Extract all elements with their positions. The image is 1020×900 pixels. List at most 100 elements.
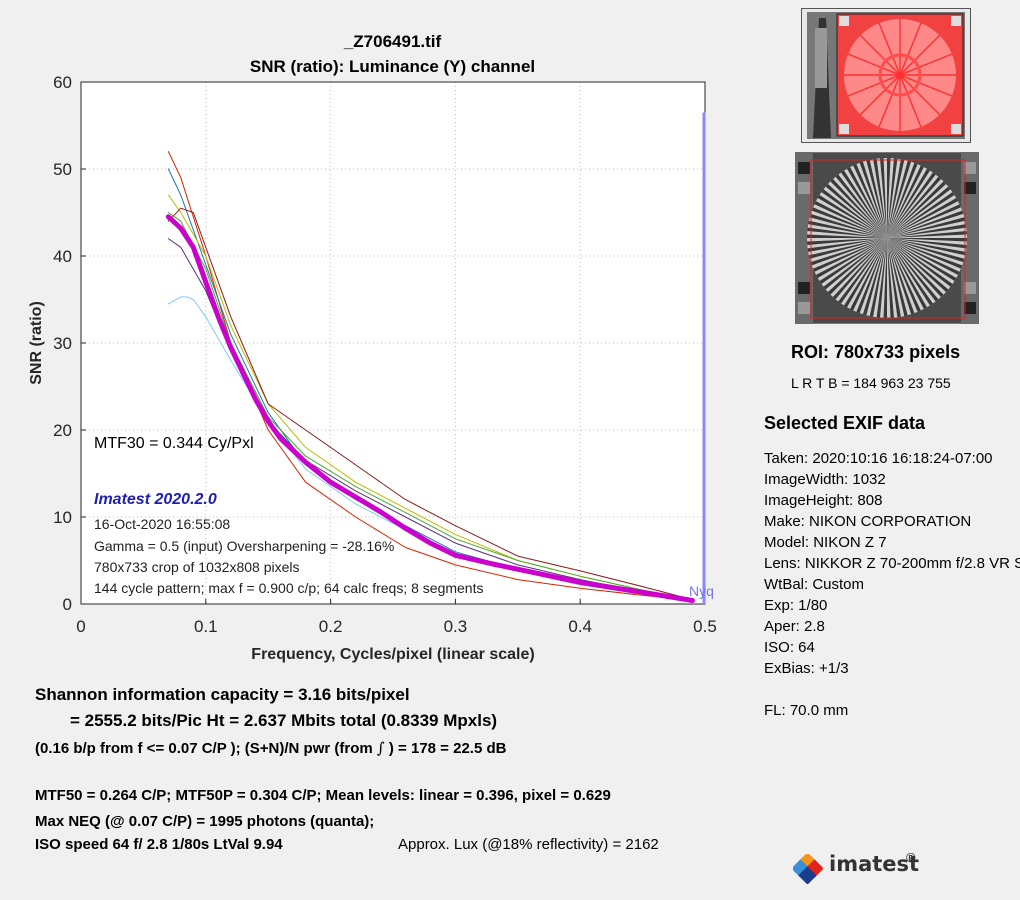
star-spoke (873, 158, 887, 238)
exif-focal-length: FL: 70.0 mm (764, 702, 849, 719)
star-spoke (862, 238, 887, 316)
star-spoke (887, 217, 966, 238)
y-tick-label: 10 (53, 508, 72, 527)
x-tick-label: 0 (76, 617, 85, 636)
star-spoke (887, 238, 966, 256)
star-spoke (880, 158, 887, 238)
file-title: _Z706491.tif (343, 32, 442, 51)
star-spoke (869, 238, 887, 317)
star-spoke (887, 181, 946, 238)
exif-make: Make: NIKON CORPORATION (764, 513, 972, 530)
star-spoke (809, 213, 887, 238)
shannon-line-1: Shannon information capacity = 3.16 bits… (35, 685, 410, 704)
exif-iso: ISO: 64 (764, 639, 815, 656)
star-spoke (887, 159, 905, 238)
imatest-logo-text: imatest (829, 852, 920, 876)
x-tick-label: 0.1 (194, 617, 218, 636)
exif-aperture: Aper: 2.8 (764, 618, 825, 635)
shannon-line-3-start: (0.16 b/p from f <= 0.07 C/P ); (S+N)/N … (35, 740, 373, 757)
exif-white-balance: WtBal: Custom (764, 576, 865, 593)
star-spoke (828, 238, 887, 295)
exif-model: Model: NIKON Z 7 (764, 534, 887, 551)
star-spoke (838, 238, 887, 304)
star-spoke (887, 238, 921, 312)
x-tick-label: 0.3 (444, 617, 468, 636)
series-line-5 (167, 238, 693, 601)
neq-summary: Max NEQ (@ 0.07 C/P) = 1995 photons (qua… (35, 813, 375, 830)
star-spoke (887, 186, 951, 238)
shannon-line-2: = 2555.2 bits/Pic Ht = 2.637 Mbits total… (70, 711, 498, 730)
integral-symbol: ∫ (376, 739, 385, 757)
star-spoke (887, 238, 927, 309)
iso-summary: ISO speed 64 f/ 2.8 1/80s LtVal 9.94 (35, 836, 283, 853)
star-spoke (810, 238, 887, 266)
star-spoke (807, 238, 887, 252)
star-spoke (833, 238, 887, 300)
star-spoke (887, 172, 936, 238)
exif-exposure-bias: ExBias: +1/3 (764, 660, 849, 677)
y-tick-label: 0 (63, 595, 72, 614)
star-spoke (841, 170, 887, 238)
mtf30-label: MTF30 = 0.344 Cy/Pxl (94, 435, 254, 452)
exif-image-width: ImageWidth: 1032 (764, 471, 886, 488)
star-spoke (835, 174, 887, 238)
star-spoke (819, 238, 887, 284)
shannon-line-3-end: ) = 178 = 22.5 dB (388, 740, 507, 757)
version-label: Imatest 2020.2.0 (94, 491, 217, 508)
star-spoke (825, 184, 887, 238)
star-spoke (808, 220, 887, 238)
exif-title: Selected EXIF data (764, 413, 926, 433)
star-spoke (859, 161, 887, 238)
star-spoke (887, 158, 891, 238)
star-spoke (887, 165, 924, 238)
star-spoke (807, 234, 887, 238)
star-spoke (887, 162, 918, 238)
star-spoke (887, 238, 960, 275)
snr-chart: 0 0.1 0.2 0.3 0.4 0.5 0 10 20 30 40 50 60 Frequency, … (28, 73, 717, 663)
exif-lens: Lens: NIKKOR Z 70-200mm f/2.8 VR S (764, 555, 1020, 572)
imatest-logo-icon (793, 854, 823, 884)
series-line-4 (167, 207, 693, 601)
imatest-logo-mark: ® (906, 850, 916, 865)
star-spoke (887, 210, 964, 238)
y-axis-label: SNR (ratio) (28, 301, 45, 385)
mtf-summary: MTF50 = 0.264 C/P; MTF50P = 0.304 C/P; M… (35, 787, 611, 804)
star-spoke (887, 238, 908, 317)
star-spoke (887, 224, 967, 238)
star-spoke (811, 207, 887, 238)
star-spoke (887, 238, 967, 242)
star-spoke (866, 159, 887, 238)
star-spoke (887, 238, 944, 297)
star-spoke (816, 238, 887, 278)
plot-title: SNR (ratio): Luminance (Y) channel (249, 57, 536, 76)
star-spoke (817, 195, 887, 238)
crop-label: 780x733 crop of 1032x808 pixels (94, 559, 300, 575)
star-spoke (887, 158, 898, 238)
pattern-label: 144 cycle pattern; max f = 0.900 c/p; 64… (94, 580, 484, 596)
shannon-line-3: (0.16 b/p from f <= 0.07 C/P ); (S+N)/N … (35, 739, 506, 757)
star-spoke (887, 238, 957, 281)
star-spoke (887, 176, 941, 238)
y-tick-label: 20 (53, 421, 72, 440)
roi-lrtb: L R T B = 184 963 23 755 (791, 375, 951, 391)
star-spoke (887, 168, 930, 238)
series-line-7 (167, 212, 693, 601)
x-tick-label: 0.4 (568, 617, 592, 636)
star-spoke (814, 201, 887, 238)
roi-title: ROI: 780x733 pixels (791, 342, 961, 362)
star-spoke (853, 164, 887, 238)
star-spoke (844, 238, 887, 308)
exif-image-height: ImageHeight: 808 (764, 492, 883, 509)
star-spoke (807, 238, 887, 245)
gamma-label: Gamma = 0.5 (input) Oversharpening = -28… (94, 538, 395, 554)
star-spoke (807, 227, 887, 238)
star-spoke (887, 238, 965, 263)
nyquist-label: Nyq (689, 583, 714, 599)
x-tick-label: 0.5 (693, 617, 717, 636)
y-tick-label: 30 (53, 334, 72, 353)
exif-taken: Taken: 2020:10:16 16:18:24-07:00 (764, 450, 993, 467)
series-line-8 (165, 214, 695, 603)
y-tick-label: 50 (53, 160, 72, 179)
y-tick-label: 40 (53, 247, 72, 266)
roi-thumbnail-chart (795, 152, 979, 324)
